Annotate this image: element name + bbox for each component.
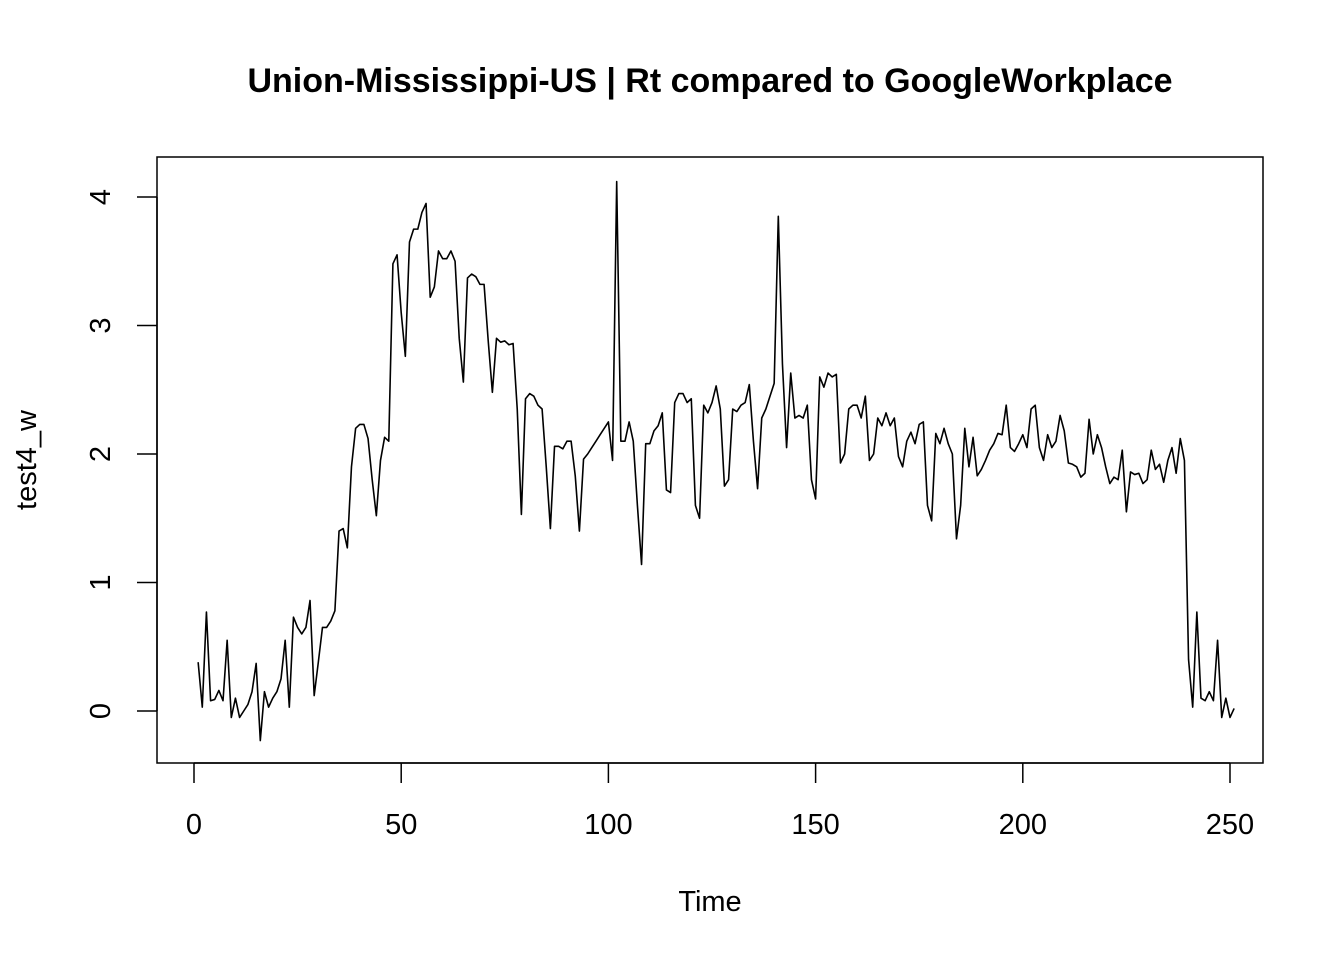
y-tick-label: 2 — [85, 446, 117, 462]
chart-title: Union-Mississippi-US | Rt compared to Go… — [247, 62, 1172, 100]
y-axis: 0 1 2 3 4 — [85, 189, 158, 719]
y-tick-label: 3 — [85, 317, 117, 333]
y-axis-label: test4_w — [11, 409, 43, 510]
plot-frame — [156, 156, 1264, 764]
x-tick-label: 50 — [385, 809, 417, 841]
x-axis-label: Time — [678, 886, 741, 918]
series-line — [197, 180, 1235, 742]
x-axis: 0 50 100 150 200 250 — [186, 762, 1254, 841]
y-tick-label: 0 — [85, 703, 117, 719]
x-tick-label: 0 — [186, 809, 202, 841]
x-tick-label: 200 — [999, 809, 1047, 841]
y-tick-label: 4 — [85, 189, 117, 205]
x-tick-label: 100 — [584, 809, 632, 841]
x-tick-label: 150 — [791, 809, 839, 841]
x-tick-label: 250 — [1206, 809, 1254, 841]
y-tick-label: 1 — [85, 574, 117, 590]
